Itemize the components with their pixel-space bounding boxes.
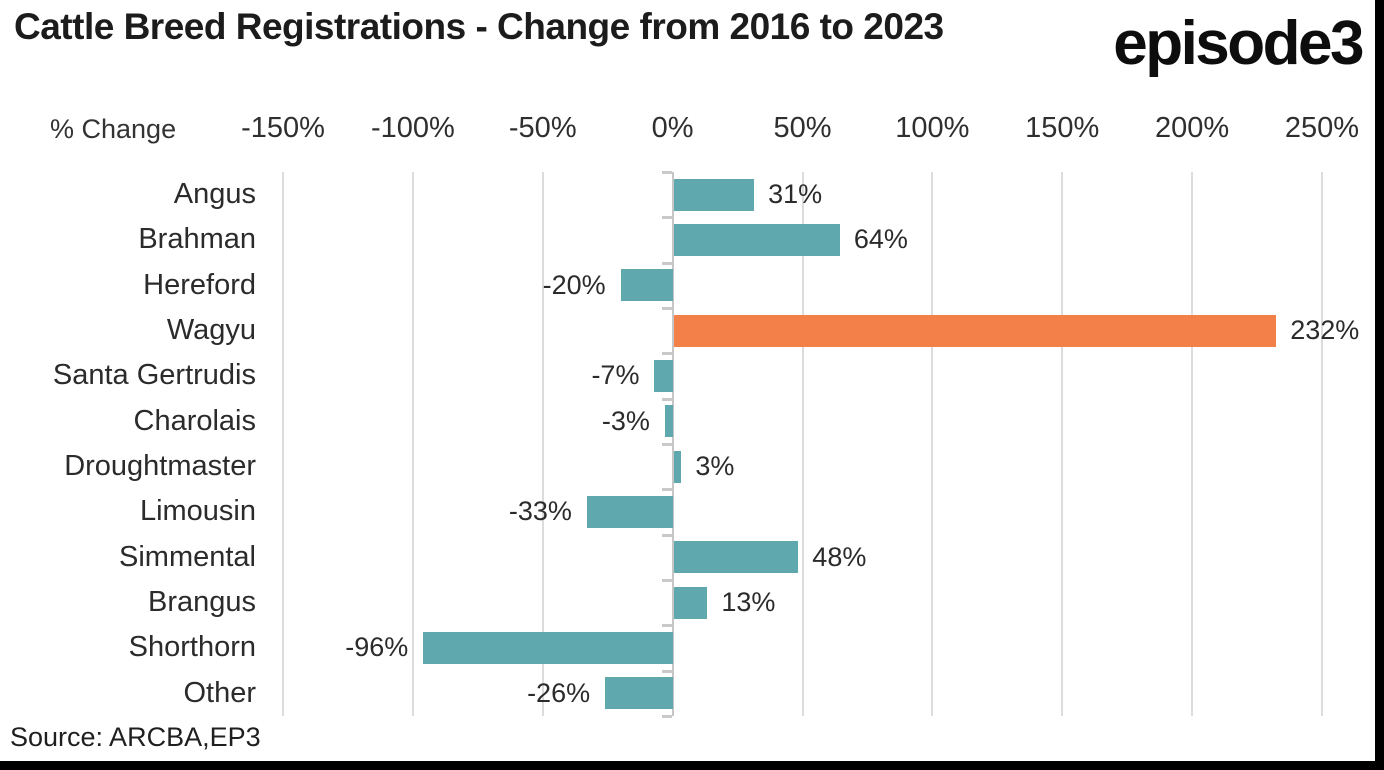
category-label: Limousin — [139, 495, 256, 528]
gridline — [1061, 172, 1064, 716]
x-tick-label: -50% — [508, 112, 577, 144]
zero-axis-tick — [661, 352, 672, 356]
x-tick-label: 250% — [1284, 112, 1360, 144]
x-tick-label: -100% — [370, 112, 455, 144]
bar-shorthorn — [423, 632, 673, 664]
bar-charolais — [664, 405, 673, 438]
zero-axis-tick — [661, 669, 672, 673]
zero-axis-tick — [661, 397, 672, 401]
zero-axis-tick — [661, 171, 672, 174]
gridline — [931, 172, 934, 716]
chart-title: Cattle Breed Registrations - Change from… — [14, 6, 944, 47]
source-note: Source: ARCBA,EP3 — [10, 722, 261, 752]
value-label: -20% — [542, 269, 606, 300]
value-label: 31% — [768, 179, 823, 209]
bar-droughtmaster — [673, 450, 682, 483]
gridline — [411, 172, 414, 716]
bar-santa-gertrudis — [654, 360, 673, 392]
gridline — [1321, 172, 1323, 716]
zero-axis-line — [671, 172, 674, 716]
zero-axis-tick — [661, 443, 672, 446]
zero-axis-tick — [661, 488, 672, 492]
x-tick-label: 50% — [773, 112, 832, 144]
bottom-border — [0, 761, 1384, 770]
value-label: -33% — [508, 496, 572, 527]
value-label: 232% — [1290, 315, 1360, 345]
zero-axis-tick — [661, 261, 672, 265]
x-axis-label: % Change — [50, 114, 177, 144]
bar-wagyu — [673, 314, 1277, 347]
bar-brahman — [673, 224, 840, 256]
value-label: -3% — [601, 405, 650, 436]
category-label: Droughtmaster — [64, 450, 256, 482]
category-label: Brangus — [147, 586, 256, 618]
zero-axis-tick — [661, 216, 672, 220]
value-label: 3% — [695, 451, 735, 481]
zero-axis-tick — [661, 533, 672, 537]
bar-angus — [673, 178, 755, 211]
value-label: -26% — [527, 677, 591, 708]
gridline — [282, 172, 284, 716]
value-label: 64% — [853, 224, 908, 255]
category-label: Hereford — [143, 268, 256, 301]
zero-axis-tick — [661, 579, 672, 582]
category-label: Shorthorn — [128, 631, 256, 664]
bar-brangus — [673, 586, 708, 619]
x-tick-label: 200% — [1155, 112, 1230, 144]
category-label: Simmental — [119, 540, 256, 573]
bar-other — [605, 677, 673, 710]
zero-axis-tick — [661, 624, 672, 628]
gridline — [541, 172, 544, 716]
x-tick-label: 0% — [651, 112, 694, 144]
category-label: Brahman — [138, 223, 256, 256]
bar-limousin — [586, 496, 673, 528]
zero-axis-tick — [661, 715, 672, 718]
value-label: -96% — [345, 632, 409, 663]
value-label: -7% — [591, 360, 640, 391]
category-label: Wagyu — [166, 314, 256, 346]
zero-axis-tick — [661, 307, 672, 310]
x-tick-label: -150% — [241, 112, 325, 144]
gridline — [1191, 172, 1194, 716]
value-label: 48% — [812, 541, 867, 572]
category-label: Santa Gertrudis — [52, 359, 256, 392]
right-border — [1375, 0, 1384, 770]
bar-hereford — [620, 269, 673, 302]
episode3-logo: episode3 — [1113, 9, 1364, 78]
category-label: Angus — [173, 178, 256, 210]
x-tick-label: 100% — [895, 112, 970, 144]
category-label: Charolais — [133, 404, 257, 437]
bar-simmental — [673, 541, 799, 574]
gridline — [801, 172, 804, 716]
category-label: Other — [183, 676, 256, 709]
x-tick-label: 150% — [1025, 112, 1100, 144]
value-label: 13% — [721, 587, 776, 617]
